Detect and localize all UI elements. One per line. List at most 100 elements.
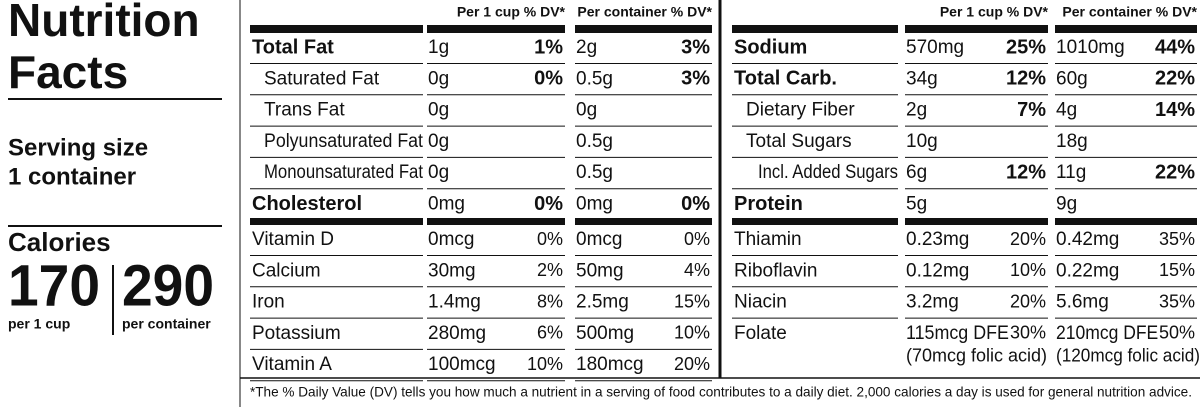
amount: 180mcg bbox=[576, 354, 644, 375]
nutrient-name: Sodium bbox=[734, 36, 807, 58]
rule-bar bbox=[732, 218, 898, 225]
title: Nutrition bbox=[8, 0, 200, 46]
daily-value: 0% bbox=[684, 229, 710, 249]
amount: 0.42mg bbox=[1056, 229, 1119, 250]
serving-size: 1 container bbox=[8, 163, 136, 190]
amount: 2.5mg bbox=[576, 292, 629, 313]
rule-bar bbox=[427, 25, 565, 33]
daily-value: 0% bbox=[681, 193, 710, 215]
daily-value: 4% bbox=[684, 260, 710, 280]
amount: 1.4mg bbox=[428, 292, 481, 313]
rule-bar bbox=[1055, 218, 1197, 225]
amount: 0.5g bbox=[576, 162, 613, 183]
calories-unit: per 1 cup bbox=[8, 316, 70, 332]
nutrient-subname: Trans Fat bbox=[264, 100, 345, 121]
rule-bar bbox=[427, 218, 565, 225]
daily-value: 12% bbox=[1006, 161, 1046, 183]
daily-value: 3% bbox=[681, 36, 710, 58]
daily-value: 2% bbox=[537, 260, 563, 280]
amount: 4g bbox=[1056, 100, 1077, 121]
amount: 30mg bbox=[428, 260, 476, 281]
rule-bar bbox=[905, 218, 1048, 225]
daily-value: 15% bbox=[1159, 260, 1195, 280]
daily-value: 3% bbox=[681, 68, 710, 90]
daily-value: 6% bbox=[537, 323, 563, 343]
daily-value: 50% bbox=[1159, 323, 1195, 343]
amount: 1010mg bbox=[1056, 37, 1125, 58]
nutrient-subname: Polyunsaturated Fat bbox=[264, 131, 424, 152]
amount-note: (120mcg folic acid) bbox=[1056, 346, 1200, 366]
calories-label: Calories bbox=[8, 227, 111, 257]
daily-value: 20% bbox=[1010, 291, 1046, 311]
nutrient-subname: Calcium bbox=[252, 260, 321, 281]
daily-value: 20% bbox=[1010, 229, 1046, 249]
amount: 0mg bbox=[576, 194, 613, 215]
daily-value: 12% bbox=[1006, 68, 1046, 90]
daily-value: 30% bbox=[1010, 323, 1046, 343]
rule-bar bbox=[575, 218, 712, 225]
daily-value: 15% bbox=[674, 291, 710, 311]
daily-value: 0% bbox=[534, 68, 563, 90]
nutrient-subname: Saturated Fat bbox=[264, 68, 380, 89]
nutrient-name: Cholesterol bbox=[252, 193, 362, 215]
daily-value: 0% bbox=[534, 193, 563, 215]
daily-value: 10% bbox=[1010, 260, 1046, 280]
daily-value: 25% bbox=[1006, 36, 1046, 58]
calories-value: 290 bbox=[122, 253, 214, 318]
nutrient-name: Total Fat bbox=[252, 36, 334, 58]
amount: 0g bbox=[428, 131, 449, 152]
daily-value: 22% bbox=[1155, 68, 1195, 90]
rule-bar bbox=[732, 25, 898, 33]
daily-value: 44% bbox=[1155, 36, 1195, 58]
column-header: Per container % DV* bbox=[577, 4, 712, 20]
amount: 11g bbox=[1056, 162, 1086, 183]
daily-value: 20% bbox=[674, 354, 710, 374]
amount: 115mcg DFE bbox=[906, 323, 1009, 344]
nutrient-subname: Thiamin bbox=[734, 229, 802, 250]
amount: 1g bbox=[428, 37, 449, 58]
nutrient-name: Protein bbox=[734, 193, 803, 215]
daily-value: 35% bbox=[1159, 229, 1195, 249]
column-header: Per 1 cup % DV* bbox=[940, 4, 1049, 20]
amount: 0g bbox=[428, 100, 449, 121]
amount: 0mcg bbox=[576, 229, 622, 250]
daily-value: 7% bbox=[1017, 99, 1046, 121]
title: Facts bbox=[8, 46, 128, 98]
nutrient-subname: Incl. Added Sugars bbox=[758, 162, 898, 183]
rule-bar bbox=[905, 25, 1048, 33]
amount: 500mg bbox=[576, 323, 634, 344]
amount: 10g bbox=[906, 131, 938, 152]
amount: 0mcg bbox=[428, 229, 474, 250]
amount: 0.23mg bbox=[906, 229, 969, 250]
calories-value: 170 bbox=[8, 253, 100, 318]
serving-size: Serving size bbox=[8, 134, 148, 161]
nutrient-subname: Riboflavin bbox=[734, 260, 817, 281]
calories-unit: per container bbox=[122, 316, 211, 332]
amount: 570mg bbox=[906, 37, 964, 58]
amount: 5.6mg bbox=[1056, 292, 1109, 313]
amount: 280mg bbox=[428, 323, 486, 344]
daily-value: 14% bbox=[1155, 99, 1195, 121]
nutrient-subname: Monounsaturated Fat bbox=[264, 162, 424, 183]
daily-value: 8% bbox=[537, 291, 563, 311]
nutrient-subname: Potassium bbox=[252, 323, 341, 344]
amount: 2g bbox=[906, 100, 927, 121]
column-header: Per 1 cup % DV* bbox=[457, 4, 566, 20]
amount: 6g bbox=[906, 162, 927, 183]
amount: 210mcg DFE bbox=[1056, 323, 1158, 344]
amount: 34g bbox=[906, 68, 938, 89]
amount-note: (70mcg folic acid) bbox=[906, 346, 1047, 366]
nutrient-subname: Vitamin A bbox=[252, 354, 332, 375]
amount: 2g bbox=[576, 37, 597, 58]
nutrient-name: Total Carb. bbox=[734, 68, 837, 90]
rule-bar bbox=[250, 218, 423, 225]
amount: 5g bbox=[906, 194, 927, 215]
daily-value: 10% bbox=[527, 354, 563, 374]
daily-value: 1% bbox=[534, 36, 563, 58]
amount: 0.22mg bbox=[1056, 260, 1119, 281]
amount: 50mg bbox=[576, 260, 624, 281]
rule-bar bbox=[250, 25, 423, 33]
amount: 0g bbox=[576, 100, 597, 121]
daily-value: 10% bbox=[674, 323, 710, 343]
amount: 18g bbox=[1056, 131, 1088, 152]
